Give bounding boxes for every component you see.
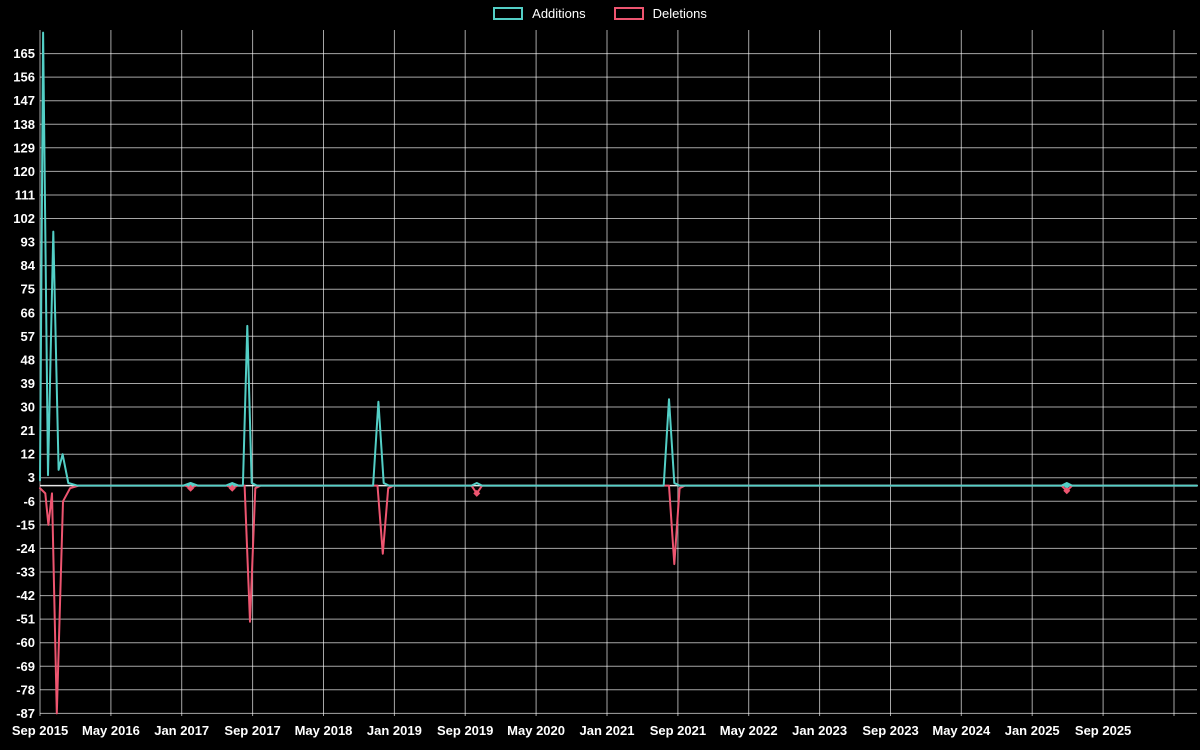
svg-text:-87: -87	[16, 706, 35, 721]
legend-item-deletions[interactable]: Deletions	[613, 6, 707, 21]
svg-text:-51: -51	[16, 612, 35, 627]
svg-text:May 2022: May 2022	[720, 723, 778, 738]
svg-text:102: 102	[13, 211, 35, 226]
svg-text:120: 120	[13, 164, 35, 179]
svg-text:75: 75	[21, 282, 35, 297]
svg-text:Jan 2023: Jan 2023	[792, 723, 847, 738]
svg-text:66: 66	[21, 305, 35, 320]
svg-text:147: 147	[13, 93, 35, 108]
svg-text:May 2020: May 2020	[507, 723, 565, 738]
svg-text:156: 156	[13, 70, 35, 85]
svg-text:May 2016: May 2016	[82, 723, 140, 738]
svg-text:57: 57	[21, 329, 35, 344]
svg-text:-42: -42	[16, 588, 35, 603]
svg-text:138: 138	[13, 117, 35, 132]
chart-legend: Additions Deletions	[0, 7, 1200, 20]
legend-label-deletions: Deletions	[652, 6, 707, 21]
svg-text:30: 30	[21, 400, 35, 415]
svg-text:-69: -69	[16, 659, 35, 674]
svg-text:-78: -78	[16, 682, 35, 697]
svg-text:-24: -24	[16, 541, 36, 556]
legend-item-additions[interactable]: Additions	[493, 6, 586, 21]
svg-text:-60: -60	[16, 635, 35, 650]
svg-text:48: 48	[21, 352, 35, 367]
svg-text:Sep 2015: Sep 2015	[12, 723, 68, 738]
legend-label-additions: Additions	[532, 6, 586, 21]
svg-text:-6: -6	[23, 494, 35, 509]
deletions-swatch-icon	[613, 7, 644, 20]
svg-text:Jan 2025: Jan 2025	[1005, 723, 1060, 738]
svg-text:84: 84	[21, 258, 36, 273]
svg-text:-33: -33	[16, 565, 35, 580]
svg-text:Jan 2017: Jan 2017	[154, 723, 209, 738]
svg-text:Sep 2025: Sep 2025	[1075, 723, 1131, 738]
svg-text:12: 12	[21, 447, 35, 462]
svg-text:Jan 2019: Jan 2019	[367, 723, 422, 738]
svg-text:Sep 2021: Sep 2021	[650, 723, 706, 738]
svg-text:93: 93	[21, 235, 35, 250]
svg-text:Jan 2021: Jan 2021	[580, 723, 635, 738]
svg-text:Sep 2023: Sep 2023	[862, 723, 918, 738]
svg-text:3: 3	[28, 470, 35, 485]
svg-text:Sep 2019: Sep 2019	[437, 723, 493, 738]
svg-text:165: 165	[13, 46, 35, 61]
svg-text:May 2018: May 2018	[295, 723, 353, 738]
svg-text:May 2024: May 2024	[932, 723, 991, 738]
svg-text:39: 39	[21, 376, 35, 391]
svg-text:Sep 2017: Sep 2017	[224, 723, 280, 738]
additions-swatch-icon	[493, 7, 524, 20]
svg-text:21: 21	[21, 423, 35, 438]
svg-text:129: 129	[13, 140, 35, 155]
svg-text:111: 111	[15, 188, 35, 203]
svg-text:-15: -15	[16, 517, 35, 532]
